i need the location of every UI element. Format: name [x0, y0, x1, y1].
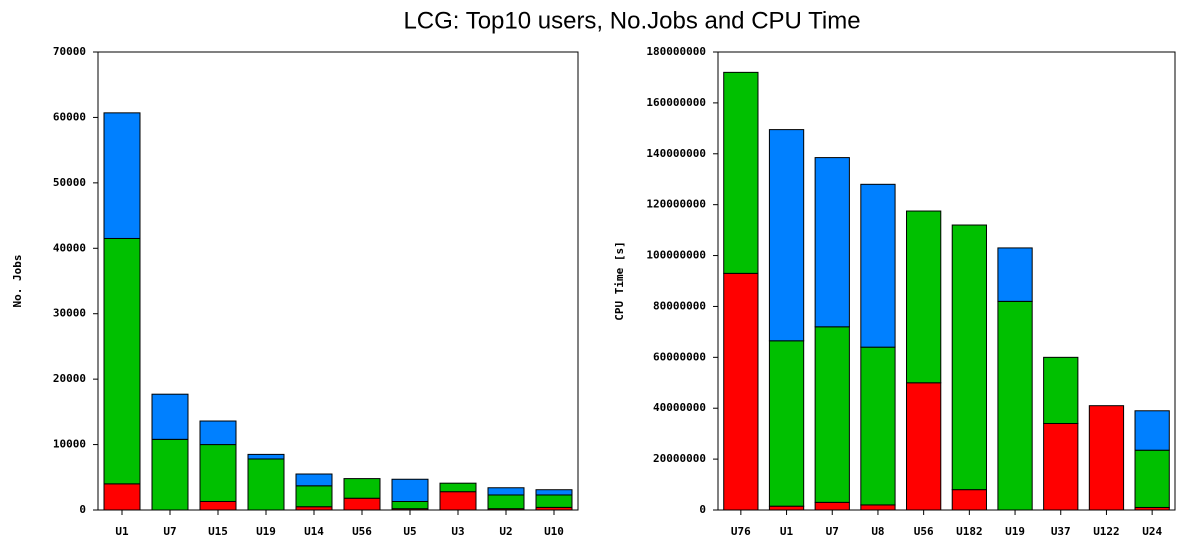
y-tick-label: 10000 — [53, 438, 86, 451]
y-tick-label: 60000000 — [653, 350, 706, 363]
bar-segment — [860, 183, 896, 348]
bar-segment — [247, 453, 285, 460]
bar-segment — [343, 497, 381, 511]
bar-segment — [1043, 422, 1079, 511]
x-tick-label: U19 — [1005, 525, 1025, 538]
bar-segment — [487, 494, 525, 510]
y-axis-label: CPU Time [s] — [613, 241, 626, 320]
bar-segment — [906, 210, 942, 384]
bar-segment — [103, 112, 141, 239]
y-tick-label: 50000 — [53, 176, 86, 189]
bar-segment — [906, 382, 942, 511]
bar-segment — [768, 505, 805, 511]
x-tick-label: U56 — [352, 525, 372, 538]
y-tick-label: 20000000 — [653, 452, 706, 465]
bar-segment — [391, 500, 429, 510]
plot-area — [97, 51, 579, 511]
x-tick-label: U15 — [208, 525, 228, 538]
bar-segment — [997, 247, 1033, 302]
page-title: LCG: Top10 users, No.Jobs and CPU Time — [403, 7, 860, 34]
bar-segment — [814, 501, 850, 511]
x-tick-label: U56 — [914, 525, 934, 538]
bar-segment — [860, 504, 896, 511]
x-tick-label: U37 — [1051, 525, 1071, 538]
x-tick-label: U8 — [871, 525, 884, 538]
bar-segment — [951, 224, 987, 491]
bar-segment — [768, 129, 805, 342]
x-tick-label: U1 — [780, 525, 794, 538]
y-tick-label: 140000000 — [646, 147, 706, 160]
x-tick-label: U2 — [499, 525, 512, 538]
x-tick-label: U24 — [1142, 525, 1162, 538]
bar-segment — [343, 478, 381, 499]
y-tick-label: 0 — [699, 503, 706, 516]
bar-segment — [391, 478, 429, 502]
bar-segment — [1134, 410, 1170, 451]
bar-segment — [814, 157, 850, 328]
y-tick-label: 0 — [79, 503, 86, 516]
bar-segment — [199, 500, 237, 511]
y-axis-label: No. Jobs — [11, 255, 24, 308]
y-tick-label: 100000000 — [646, 249, 706, 262]
y-tick-label: 60000 — [53, 110, 86, 123]
bar-segment — [860, 346, 896, 506]
bar-segment — [723, 272, 759, 511]
bar-segment — [768, 340, 805, 507]
x-tick-label: U14 — [304, 525, 324, 538]
x-tick-label: U10 — [544, 525, 564, 538]
bar-segment — [1134, 449, 1170, 508]
y-tick-label: 180000000 — [646, 45, 706, 58]
y-tick-label: 30000 — [53, 307, 86, 320]
bar-segment — [295, 473, 333, 487]
y-tick-label: 70000 — [53, 45, 86, 58]
x-tick-label: U3 — [451, 525, 464, 538]
bar-segment — [199, 444, 237, 502]
bar-segment — [199, 420, 237, 446]
bar-segment — [487, 487, 525, 496]
y-tick-label: 80000000 — [653, 299, 706, 312]
bar-segment — [535, 494, 573, 508]
bar-segment — [151, 438, 189, 511]
bar-segment — [103, 237, 141, 485]
bar-segment — [951, 489, 987, 511]
x-tick-label: U7 — [826, 525, 839, 538]
y-tick-label: 20000 — [53, 372, 86, 385]
plot-area — [717, 51, 1176, 511]
y-tick-label: 160000000 — [646, 96, 706, 109]
x-tick-label: U5 — [403, 525, 416, 538]
x-tick-label: U7 — [163, 525, 176, 538]
bar-segment — [103, 483, 141, 511]
bar-segment — [247, 458, 285, 511]
bar-segment — [151, 393, 189, 440]
bar-segment — [535, 489, 573, 496]
bar-segment — [1043, 356, 1079, 424]
bar-segment — [1088, 405, 1125, 511]
bar-segment — [997, 300, 1033, 511]
bar-segment — [439, 491, 477, 511]
x-tick-label: U76 — [731, 525, 751, 538]
bar-segment — [295, 485, 333, 508]
bar-segment — [814, 326, 850, 503]
y-tick-label: 120000000 — [646, 198, 706, 211]
x-tick-label: U19 — [256, 525, 276, 538]
x-tick-label: U1 — [115, 525, 129, 538]
bar-segment — [439, 482, 477, 493]
y-tick-label: 40000 — [53, 241, 86, 254]
x-tick-label: U122 — [1093, 525, 1120, 538]
bar-segment — [723, 71, 759, 274]
y-tick-label: 40000000 — [653, 401, 706, 414]
x-tick-label: U182 — [956, 525, 983, 538]
